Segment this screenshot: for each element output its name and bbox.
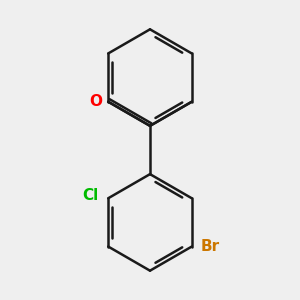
- Text: Br: Br: [200, 239, 220, 254]
- Text: O: O: [89, 94, 102, 109]
- Text: Cl: Cl: [82, 188, 98, 203]
